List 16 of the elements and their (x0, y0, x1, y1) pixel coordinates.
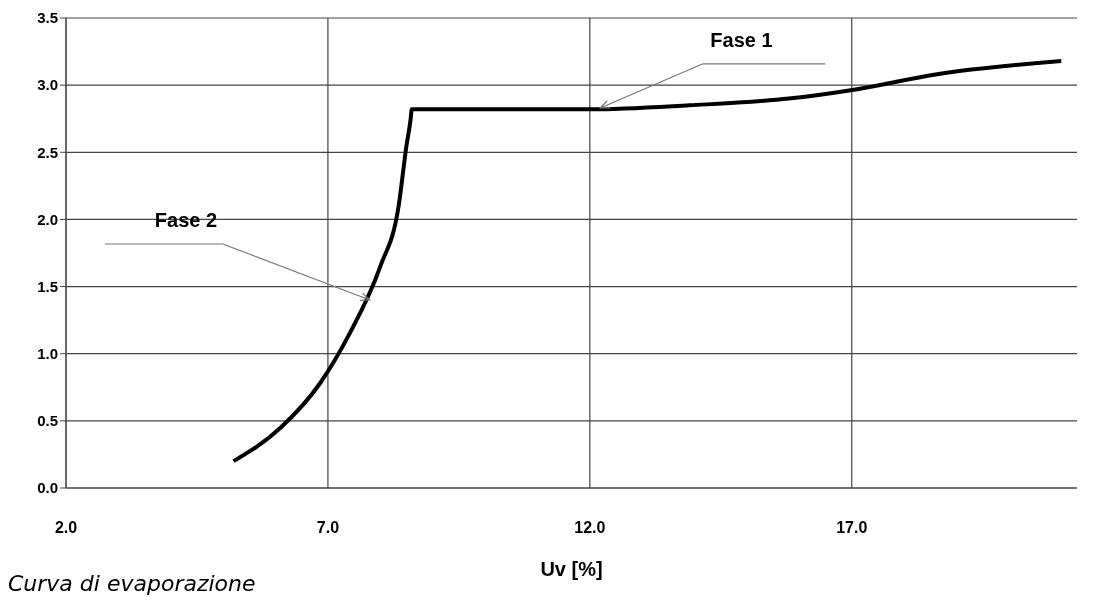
y-tick-label: 3.0 (37, 76, 58, 94)
x-tick-label: 17.0 (836, 519, 868, 537)
x-axis-title: Uv [%] (540, 558, 603, 580)
x-tick-label: 12.0 (574, 519, 606, 537)
y-tick-label: 0.0 (37, 479, 58, 497)
annotation: Fase 1 (710, 28, 773, 51)
x-tick-label: 2.0 (54, 519, 78, 537)
y-tick-label: 2.5 (37, 143, 58, 161)
y-tick-label: 1.0 (37, 345, 58, 363)
y-tick-label: 1.5 (37, 277, 58, 295)
x-tick-label: 7.0 (316, 519, 340, 537)
line-series (231, 58, 1064, 464)
text: Curva di evaporazione (8, 571, 256, 596)
y-tick-label: 3.5 (37, 9, 58, 27)
y-tick-label: 0.5 (37, 412, 58, 430)
y-tick-label: 2.0 (37, 210, 58, 228)
